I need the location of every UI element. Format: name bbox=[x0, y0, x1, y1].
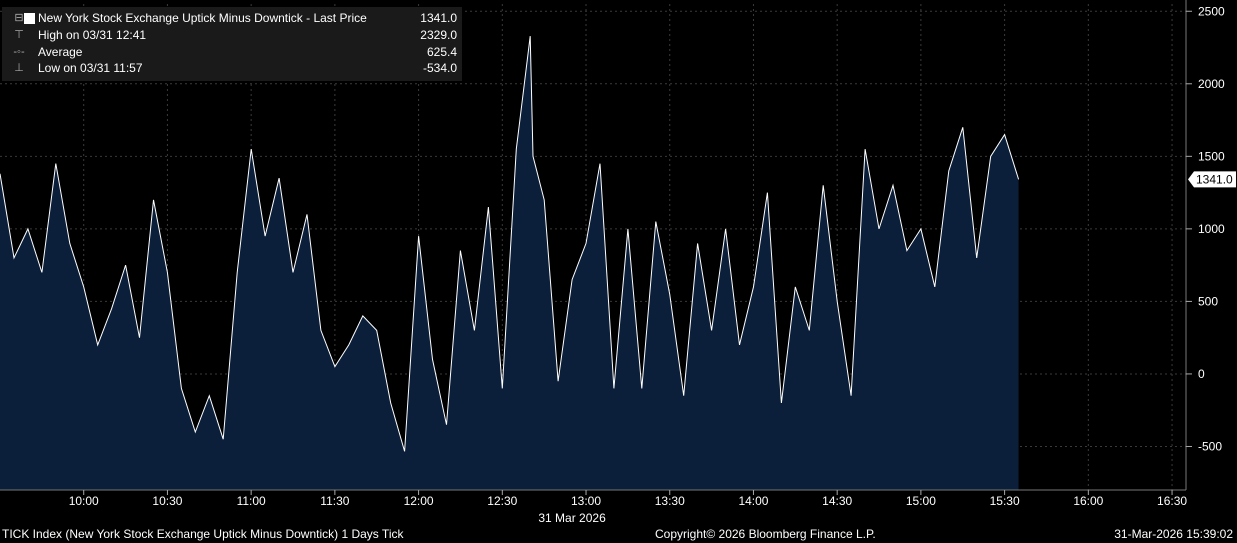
x-tick-label: 13:30 bbox=[655, 494, 685, 508]
legend-average-row: -◦- Average 625.4 bbox=[2, 44, 462, 60]
chart-legend: ⊟ New York Stock Exchange Uptick Minus D… bbox=[2, 7, 462, 81]
legend-low-label: Low on 03/31 11:57 bbox=[38, 61, 143, 75]
series-swatch-icon bbox=[24, 13, 35, 24]
x-tick-label: 16:30 bbox=[1157, 494, 1187, 508]
x-tick-label: 12:00 bbox=[404, 494, 434, 508]
legend-high-row: ⊤ High on 03/31 12:41 2329.0 bbox=[2, 27, 462, 43]
footer-copyright: Copyright© 2026 Bloomberg Finance L.P. bbox=[655, 527, 876, 541]
footer-timestamp: 31-Mar-2026 15:39:02 bbox=[1114, 527, 1233, 541]
y-tick-label: 2000 bbox=[1198, 77, 1225, 91]
low-marker-icon: ⊥ bbox=[14, 62, 24, 74]
x-tick-label: 10:00 bbox=[69, 494, 99, 508]
last-price-label: 1341.0 bbox=[1196, 172, 1233, 186]
legend-low-row: ⊥ Low on 03/31 11:57 -534.0 bbox=[2, 60, 462, 76]
x-tick-label: 15:30 bbox=[990, 494, 1020, 508]
x-date-label: 31 Mar 2026 bbox=[538, 511, 606, 525]
x-tick-label: 16:00 bbox=[1073, 494, 1103, 508]
footer-security-description: TICK Index (New York Stock Exchange Upti… bbox=[2, 527, 404, 541]
x-tick-label: 12:30 bbox=[487, 494, 517, 508]
legend-series-label: New York Stock Exchange Uptick Minus Dow… bbox=[38, 11, 367, 25]
y-tick-label: 2500 bbox=[1198, 4, 1225, 18]
legend-low-value: -534.0 bbox=[422, 61, 457, 75]
high-marker-icon: ⊤ bbox=[14, 29, 24, 41]
y-tick-label: 1500 bbox=[1198, 149, 1225, 163]
legend-average-label: Average bbox=[38, 45, 83, 59]
y-tick-label: 0 bbox=[1198, 367, 1205, 381]
x-tick-label: 13:00 bbox=[571, 494, 601, 508]
x-tick-label: 11:30 bbox=[320, 494, 349, 508]
series-area bbox=[0, 36, 1019, 490]
legend-high-label: High on 03/31 12:41 bbox=[38, 28, 147, 42]
legend-last-value: 1341.0 bbox=[420, 11, 457, 25]
y-tick-label: 500 bbox=[1198, 294, 1218, 308]
collapse-box-icon[interactable]: ⊟ bbox=[14, 12, 24, 24]
x-tick-label: 10:30 bbox=[152, 494, 182, 508]
last-price-badge bbox=[1188, 171, 1236, 188]
y-tick-label: -500 bbox=[1198, 439, 1222, 453]
y-tick-label: 1000 bbox=[1198, 222, 1225, 236]
series-line bbox=[0, 36, 1020, 452]
x-tick-label: 15:00 bbox=[906, 494, 936, 508]
legend-average-value: 625.4 bbox=[426, 45, 457, 59]
average-marker-icon: -◦- bbox=[13, 46, 25, 58]
x-tick-label: 14:00 bbox=[738, 494, 768, 508]
x-tick-label: 14:30 bbox=[822, 494, 852, 508]
x-tick-label: 11:00 bbox=[237, 494, 266, 508]
legend-high-value: 2329.0 bbox=[420, 28, 457, 42]
legend-series-row: ⊟ New York Stock Exchange Uptick Minus D… bbox=[2, 10, 462, 26]
